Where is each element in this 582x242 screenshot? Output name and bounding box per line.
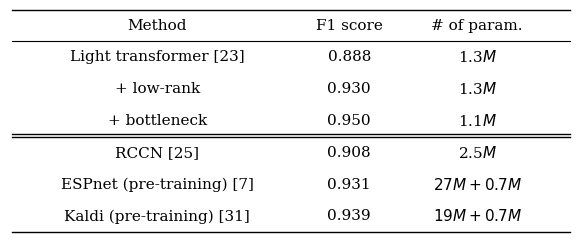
Text: Light transformer [23]: Light transformer [23] xyxy=(70,50,244,64)
Text: # of param.: # of param. xyxy=(431,19,523,33)
Text: 0.888: 0.888 xyxy=(328,50,371,64)
Text: $19M + 0.7M$: $19M + 0.7M$ xyxy=(432,208,522,224)
Text: 0.908: 0.908 xyxy=(328,146,371,160)
Text: 0.930: 0.930 xyxy=(328,82,371,96)
Text: F1 score: F1 score xyxy=(316,19,382,33)
Text: 1.3$M$: 1.3$M$ xyxy=(457,49,497,65)
Text: $27M + 0.7M$: $27M + 0.7M$ xyxy=(432,177,522,193)
Text: ESPnet (pre-training) [7]: ESPnet (pre-training) [7] xyxy=(61,177,254,192)
Text: 1.3$M$: 1.3$M$ xyxy=(457,81,497,97)
Text: 0.950: 0.950 xyxy=(328,114,371,128)
Text: 0.931: 0.931 xyxy=(328,178,371,192)
Text: Method: Method xyxy=(127,19,187,33)
Text: + bottleneck: + bottleneck xyxy=(108,114,207,128)
Text: 0.939: 0.939 xyxy=(328,209,371,223)
Text: RCCN [25]: RCCN [25] xyxy=(115,146,199,160)
Text: Kaldi (pre-training) [31]: Kaldi (pre-training) [31] xyxy=(64,209,250,224)
Text: + low-rank: + low-rank xyxy=(115,82,200,96)
Text: 2.5$M$: 2.5$M$ xyxy=(457,145,497,161)
Text: 1.1$M$: 1.1$M$ xyxy=(457,113,497,129)
